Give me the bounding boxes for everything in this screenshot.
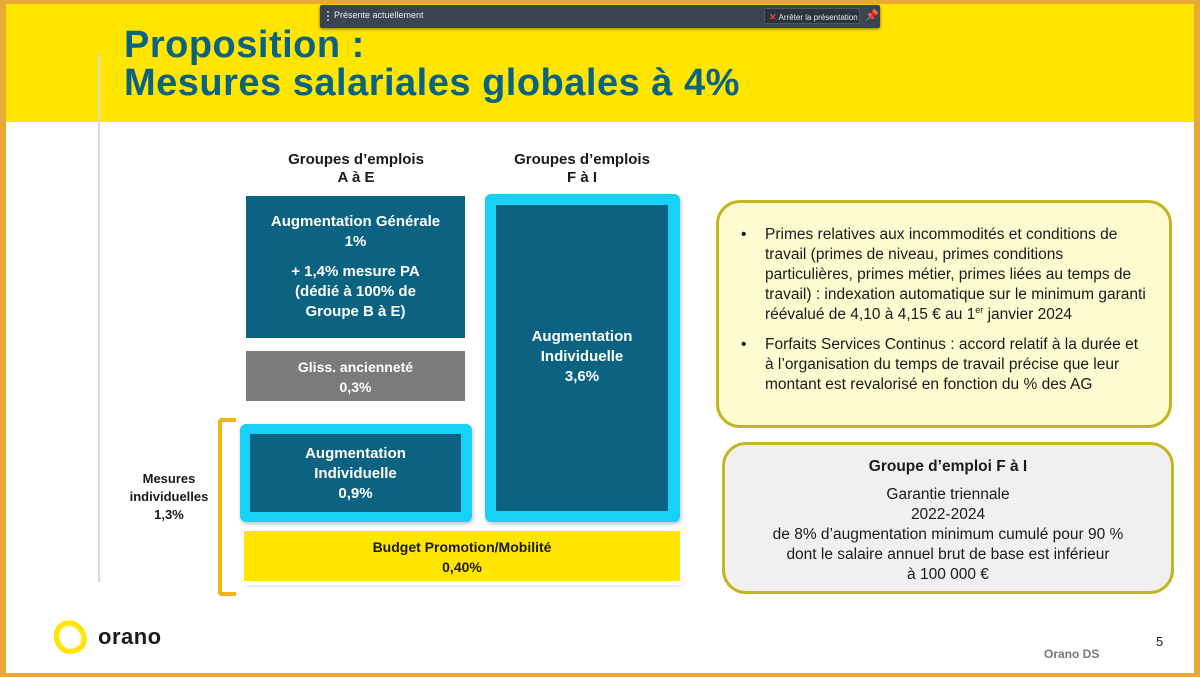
bonuses-bullet-1-text: Primes relatives aux incommodités et con… [765, 226, 1146, 323]
individual-measures-value: 1,3% [154, 507, 184, 522]
individual-measures-line1: Mesures [142, 471, 196, 486]
column-header-f-i-line2: F à I [566, 169, 597, 186]
slide: Proposition : Mesures salariales globale… [6, 4, 1194, 673]
title-line-2: Mesures salariales globales à 4% [124, 62, 740, 104]
drag-handle-icon[interactable] [327, 11, 329, 22]
guarantee-line-4: dont le salaire annuel brut de base est … [786, 546, 1110, 563]
budget-promotion-box: Budget Promotion/Mobilité 0,40% [240, 527, 684, 585]
pa-measure-label: + 1,4% mesure PA [291, 263, 420, 280]
individual-measures-label: Mesures individuelles 1,3% [124, 470, 214, 524]
individual-measures-line2: individuelles [129, 489, 209, 504]
general-increase-box: Augmentation Générale 1% + 1,4% mesure P… [242, 192, 469, 342]
divider-line [98, 54, 100, 582]
individual-a-e-label-2: Individuelle [314, 465, 397, 482]
individual-increase-f-i-frame: Augmentation Individuelle 3,6% [485, 194, 680, 522]
bonuses-bullet-1-date: janvier 2024 [983, 306, 1073, 323]
presenter-toolbar[interactable]: Présente actuellement ✕ Arrêter la présen… [320, 5, 880, 28]
pin-icon[interactable]: 📌 [865, 10, 879, 22]
guarantee-line-2: 2022-2024 [910, 506, 986, 523]
guarantee-title: Groupe d’emploi F à I [868, 458, 1028, 475]
seniority-value: 0,3% [339, 379, 372, 395]
individual-a-e-value: 0,9% [338, 485, 373, 502]
individual-increase-f-i-box: Augmentation Individuelle 3,6% [496, 205, 668, 511]
seniority-label: Gliss. ancienneté [297, 359, 414, 375]
individual-increase-a-e-box: Augmentation Individuelle 0,9% [250, 434, 461, 512]
slide-title: Proposition : Mesures salariales globale… [124, 26, 740, 102]
bonuses-bullet-1: Primes relatives aux incommodités et con… [737, 225, 1149, 325]
orano-logo: orano [49, 615, 184, 662]
pa-measure-detail-1: (dédié à 100% de [295, 283, 416, 300]
guarantee-line-1: Garantie triennale [886, 486, 1010, 503]
general-increase-value: 1% [344, 233, 367, 250]
individual-increase-a-e-frame: Augmentation Individuelle 0,9% [240, 424, 472, 522]
orano-ring-icon [49, 615, 91, 659]
column-header-a-e-line1: Groupes d’emplois [288, 151, 424, 168]
general-increase-label: Augmentation Générale [270, 213, 441, 230]
stop-presenting-label: Arrêter la présentation [778, 13, 858, 22]
page-number: 5 [1156, 634, 1164, 649]
bracket-icon [218, 418, 236, 596]
column-header-f-i: Groupes d’emplois F à I [482, 151, 682, 187]
bonuses-bullet-1-sup: er [975, 304, 984, 315]
column-header-f-i-line1: Groupes d’emplois [514, 151, 650, 168]
column-header-a-e: Groupes d’emplois A à E [256, 151, 456, 187]
presenting-status: Présente actuellement [334, 10, 424, 20]
guarantee-note: Groupe d’emploi F à I Garantie triennale… [722, 442, 1174, 594]
close-icon: ✕ [769, 12, 777, 22]
stop-presenting-button[interactable]: ✕ Arrêter la présentation [764, 8, 860, 24]
individual-a-e-label-1: Augmentation [305, 445, 406, 462]
guarantee-line-3: de 8% d’augmentation minimum cumulé pour… [772, 526, 1124, 543]
footer-label: Orano DS [1044, 647, 1100, 661]
guarantee-line-5: à 100 000 € [907, 566, 989, 583]
budget-promotion-value: 0,40% [442, 559, 482, 575]
individual-f-i-label-2: Individuelle [540, 348, 624, 365]
individual-f-i-value: 3,6% [564, 368, 600, 385]
bonuses-bullet-2: Forfaits Services Continus : accord rela… [737, 335, 1149, 395]
pa-measure-detail-2: Groupe B à E) [305, 303, 406, 320]
column-header-a-e-line2: A à E [337, 169, 375, 186]
bonuses-note: Primes relatives aux incommodités et con… [716, 200, 1172, 428]
budget-promotion-label: Budget Promotion/Mobilité [372, 539, 552, 555]
orano-logo-text: orano [98, 624, 162, 649]
individual-f-i-label-1: Augmentation [531, 328, 633, 345]
title-line-1: Proposition : [124, 24, 365, 66]
seniority-box: Gliss. ancienneté 0,3% [242, 347, 469, 405]
